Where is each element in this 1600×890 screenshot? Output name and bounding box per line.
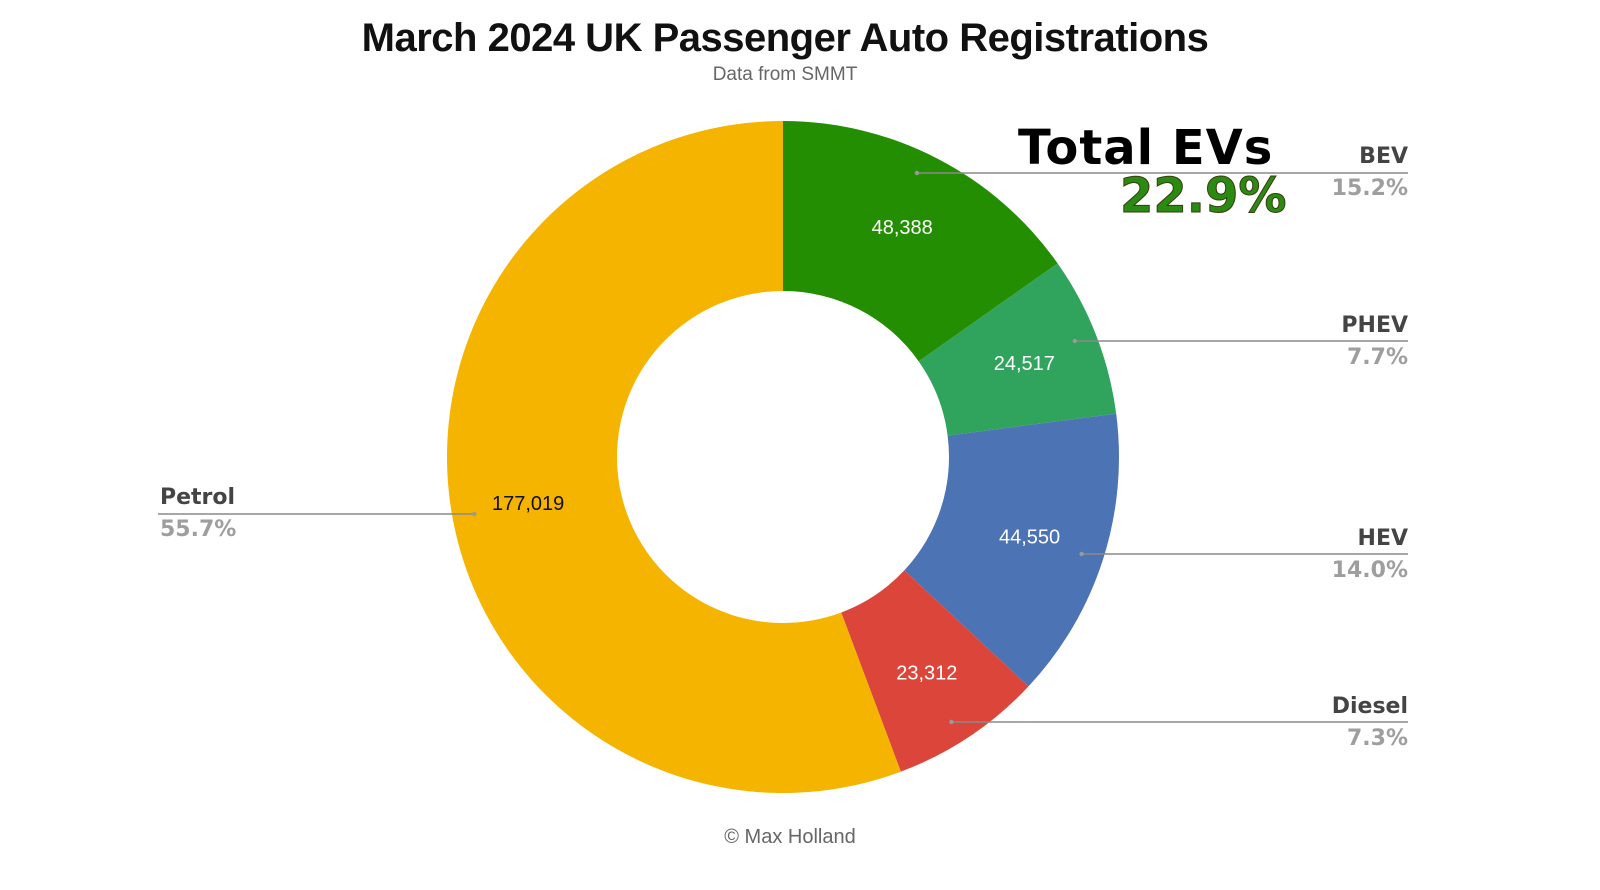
slice-value-bev: 48,388 [872, 217, 933, 239]
slice-petrol [447, 121, 901, 794]
legend-label-petrol: Petrol [160, 485, 236, 510]
legend-pct-bev: 15.2% [1331, 176, 1408, 201]
slice-value-hev: 44,550 [999, 526, 1060, 548]
slice-value-petrol: 177,019 [492, 493, 564, 515]
leader-dot-diesel [949, 719, 954, 725]
leader-dot-bev [914, 170, 920, 176]
leader-lines [158, 170, 1408, 725]
legend-label-hev: HEV [1357, 526, 1408, 551]
leader-dot-hev [1079, 551, 1084, 557]
slice-hev [904, 413, 1119, 687]
slice-value-diesel: 23,312 [896, 662, 957, 684]
slice-value-labels: 48,388 24,517 44,550 23,312 177,019 [492, 217, 1060, 684]
chart-subtitle: Data from SMMT [712, 64, 858, 85]
slice-value-phev: 24,517 [994, 353, 1055, 375]
leader-dot-petrol [472, 511, 477, 517]
legend-pct-phev: 7.7% [1346, 345, 1408, 370]
legend-pct-hev: 14.0% [1331, 558, 1408, 583]
chart-title: March 2024 UK Passenger Auto Registratio… [361, 16, 1209, 60]
total-evs-title: Total EVs [1018, 120, 1274, 176]
legend-label-phev: PHEV [1341, 313, 1408, 338]
slice-phev [918, 263, 1117, 436]
legend-pct-petrol: 55.7% [160, 517, 237, 542]
total-evs-value: 22.9% [1120, 168, 1288, 225]
legend-pct-diesel: 7.3% [1346, 726, 1408, 751]
legend-label-diesel: Diesel [1331, 694, 1408, 719]
donut-slices [447, 121, 1119, 794]
footer-credit: © Max Holland [724, 826, 856, 848]
leader-dot-phev [1072, 338, 1077, 344]
slice-bev [783, 121, 1058, 362]
legend-label-bev: BEV [1359, 144, 1408, 169]
